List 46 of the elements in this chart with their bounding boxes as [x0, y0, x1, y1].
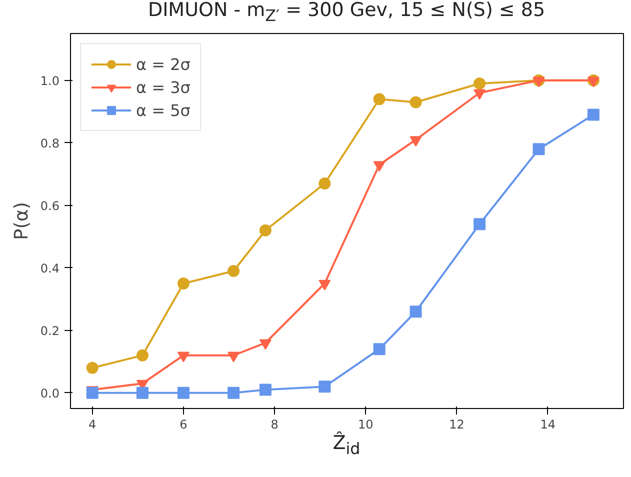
point	[474, 89, 486, 100]
legend-label: α = 5σ	[136, 100, 190, 120]
point	[228, 352, 240, 362]
point	[136, 349, 148, 362]
legend-label: α = 3σ	[136, 78, 190, 96]
point	[532, 143, 545, 156]
point	[373, 93, 386, 106]
point	[474, 218, 486, 230]
point	[228, 265, 240, 277]
point	[373, 161, 386, 172]
point	[587, 108, 600, 121]
chart-title: DIMUON - m$_{Z′}$ = 300 Gev, 15 ≤ N(S) ≤ 85	[148, 0, 546, 25]
point	[532, 76, 545, 88]
point	[177, 278, 190, 290]
y-tick-label: 0.2	[40, 324, 60, 338]
x-tick-label: 8	[270, 418, 278, 432]
y-tick-label: 0.0	[40, 386, 60, 400]
y-axis-title: P(α)	[11, 202, 32, 240]
y-tick-label: 1.0	[40, 74, 60, 88]
point	[318, 380, 331, 393]
point	[259, 224, 272, 236]
y-tick-label: 0.4	[40, 261, 60, 276]
point	[177, 352, 190, 362]
point	[587, 76, 600, 88]
point	[410, 96, 422, 108]
legend-label: α = 2σ	[136, 54, 190, 74]
x-tick-label: 4	[88, 418, 96, 432]
point	[318, 280, 331, 290]
point	[410, 136, 422, 147]
point	[318, 178, 331, 190]
point	[259, 339, 272, 350]
x-tick-label: 10	[358, 418, 374, 432]
y-tick-label: 0.6	[40, 198, 60, 213]
point	[177, 386, 190, 399]
point	[136, 386, 148, 399]
point	[86, 362, 98, 374]
y-tick-label: 0.8	[40, 136, 60, 150]
point	[228, 386, 240, 399]
x-tick-label: 14	[540, 418, 556, 432]
x-tick-label: 12	[449, 418, 464, 432]
x-tick-label: 6	[180, 418, 188, 432]
point	[474, 78, 486, 90]
point	[410, 306, 422, 318]
x-axis-title: Ẑ$_{id}$	[332, 432, 360, 458]
point	[259, 384, 272, 396]
point	[373, 343, 386, 356]
